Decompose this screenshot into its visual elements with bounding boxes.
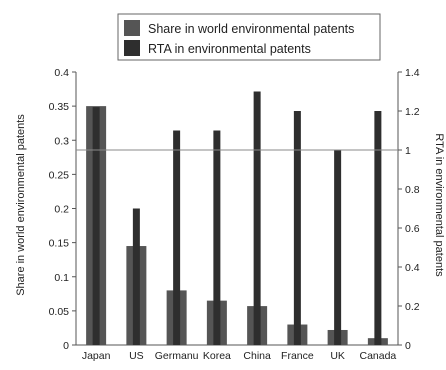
y-right-tick-label: 0.8 [405, 184, 420, 196]
x-tick-label: Canada [359, 350, 396, 362]
y-right-tick-label: 1.4 [405, 67, 420, 79]
x-tick-label: China [243, 350, 271, 362]
y-right-tick-label: 1 [405, 145, 411, 157]
y-left-tick-label: 0.05 [49, 306, 70, 318]
legend-label-rta: RTA in environmental patents [148, 42, 311, 56]
y-left-tick-label: 0.1 [54, 272, 69, 284]
legend-swatch-rta [124, 40, 140, 56]
bar-rta-germany [173, 130, 181, 345]
bar-rta-uk [334, 150, 342, 345]
y-left-tick-label: 0 [63, 340, 69, 352]
x-tick-label: UK [330, 350, 345, 362]
legend: Share in world environmental patents RTA… [117, 13, 381, 61]
bar-rta-china [253, 91, 261, 345]
y-right-tick-label: 0 [405, 340, 411, 352]
y-right-tick-label: 0.2 [405, 301, 420, 313]
y-left-tick-label: 0.25 [49, 169, 70, 181]
y-right-tick-label: 0.4 [405, 262, 420, 274]
bar-rta-france [293, 111, 301, 345]
x-tick-label: Japan [82, 350, 111, 362]
y-left-tick-label: 0.3 [54, 135, 69, 147]
y-right-tick-label: 0.6 [405, 223, 420, 235]
y-axis-left-label: Share in world environmental patents [15, 114, 27, 296]
bar-rta-japan [92, 107, 100, 345]
legend-frame [117, 13, 381, 61]
bar-rta-us [132, 208, 140, 345]
y-left-tick-label: 0.35 [49, 101, 70, 113]
ticks: 0 0.05 0.1 0.15 0.2 0.25 0.3 0.35 0.4 0 0.2 0.4 0.6 0… [49, 67, 420, 362]
y-left-tick-label: 0.2 [54, 204, 69, 216]
bar-rta-canada [374, 111, 382, 345]
x-tick-label: US [129, 350, 144, 362]
y-axis-right-label: RTA in environmental patents [433, 133, 445, 277]
x-tick-label: Korea [203, 350, 231, 362]
x-tick-label: Germanu [155, 350, 199, 362]
axes [75, 72, 399, 346]
legend-label-share: Share in world environmental patents [148, 22, 354, 36]
y-right-tick-label: 1.2 [405, 106, 420, 118]
y-left-tick-label: 0.4 [54, 67, 69, 79]
x-tick-label: France [281, 350, 314, 362]
bar-rta-korea [213, 130, 221, 345]
bars [76, 91, 398, 345]
y-left-tick-label: 0.15 [49, 238, 70, 250]
legend-swatch-share [124, 20, 140, 36]
